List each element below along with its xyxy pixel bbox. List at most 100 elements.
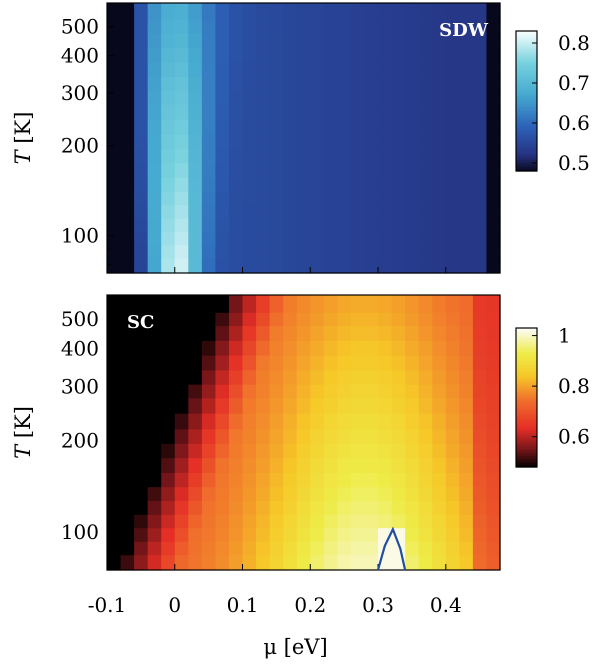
heatmap-cell [418,76,433,92]
colorbar-segment [516,47,537,51]
heatmap-cell [269,258,284,274]
heatmap-cell [201,501,217,516]
heatmap-cell [120,33,135,49]
heatmap-cell [364,119,379,136]
colorbar-segment [516,429,537,433]
heatmap-cell [486,258,501,274]
heatmap-cell [296,191,311,206]
heatmap-cell [174,104,189,121]
heatmap-cell [310,370,325,386]
heatmap-cell [445,33,460,49]
heatmap-cell [350,231,366,246]
heatmap-cell [161,443,176,459]
heatmap-cell [188,134,203,150]
heatmap-cell [296,398,311,415]
heatmap-cell [350,458,366,474]
heatmap-cell [337,326,352,342]
heatmap-cell [147,62,162,78]
heatmap-cell [323,429,338,445]
heatmap-cell [391,501,406,516]
heatmap-cell [188,258,203,274]
colorbar-segment [516,80,537,83]
heatmap-cell [215,191,230,206]
heatmap-cell [228,205,244,220]
colorbar-segment [516,388,537,392]
heatmap-cell [445,370,460,386]
heatmap-cell [459,443,474,459]
heatmap-cell [134,33,149,49]
heatmap-cell [337,3,352,22]
heatmap-cell [350,149,366,164]
heatmap-cell [188,149,203,164]
heatmap-cell [378,205,393,220]
heatmap-cell [432,205,447,220]
heatmap-cell [405,20,420,35]
heatmap-cell [364,528,379,543]
heatmap-cell [174,555,189,571]
heatmap-cell [486,514,501,529]
colorbar-segment [516,108,537,111]
heatmap-cell [405,458,420,474]
plot-frame [106,294,501,571]
heatmap-cell [215,231,230,246]
heatmap-cell [161,177,176,193]
heatmap-cell [256,33,271,49]
heatmap-cell [323,48,338,64]
heatmap-cell [134,472,149,488]
heatmap-cell [445,472,460,488]
heatmap-cell [120,295,135,314]
heatmap-cell [310,340,325,357]
heatmap-cell [161,134,176,150]
heatmap-cell [269,429,284,445]
colorbar-segment [516,152,537,156]
heatmap-cell [242,384,257,399]
heatmap-cell [107,163,122,179]
heatmap-cell [350,370,366,386]
heatmap-cell [486,177,501,193]
heatmap-cell [418,205,433,220]
x-tick-label: 0 [168,593,181,617]
heatmap-cell [364,487,379,502]
heatmap-cell [445,458,460,474]
heatmap-cell [472,340,488,357]
heatmap-cell [242,541,257,556]
heatmap-cell [364,458,379,474]
heatmap-cell [432,355,447,371]
heatmap-cell [296,472,311,488]
heatmap-cell [256,20,271,35]
colorbar-segment [516,367,537,371]
heatmap-cell [161,91,176,106]
heatmap-cell [323,76,338,92]
heatmap-cell [296,514,311,529]
heatmap-cell [350,191,366,206]
colorbar-segment [516,59,537,62]
colorbar-segment [516,404,537,408]
heatmap-cell [269,119,284,136]
heatmap-cell [134,541,149,556]
heatmap-cell [228,48,244,64]
heatmap-cell [486,149,501,164]
heatmap-cell [418,340,433,357]
heatmap-cell [391,443,406,459]
colorbar-segment [516,455,537,459]
heatmap-cell [459,231,474,246]
heatmap-cell [445,191,460,206]
heatmap-cell [269,326,284,342]
heatmap-cell [486,429,501,445]
heatmap-cell [242,163,257,179]
heatmap-cell [486,20,501,35]
heatmap-cell [459,245,474,260]
heatmap-cell [242,91,257,106]
heatmap-cell [107,413,122,431]
heatmap-cell [323,458,338,474]
heatmap-cell [445,258,460,274]
heatmap-cell [256,258,271,274]
heatmap-cell [486,119,501,136]
colorbar-segment [516,372,537,375]
heatmap-cell [269,177,284,193]
heatmap-cell [242,514,257,529]
heatmap-cell [283,20,298,35]
heatmap-cell [432,384,447,399]
heatmap-cell [432,514,447,529]
colorbar-segment [516,73,537,76]
